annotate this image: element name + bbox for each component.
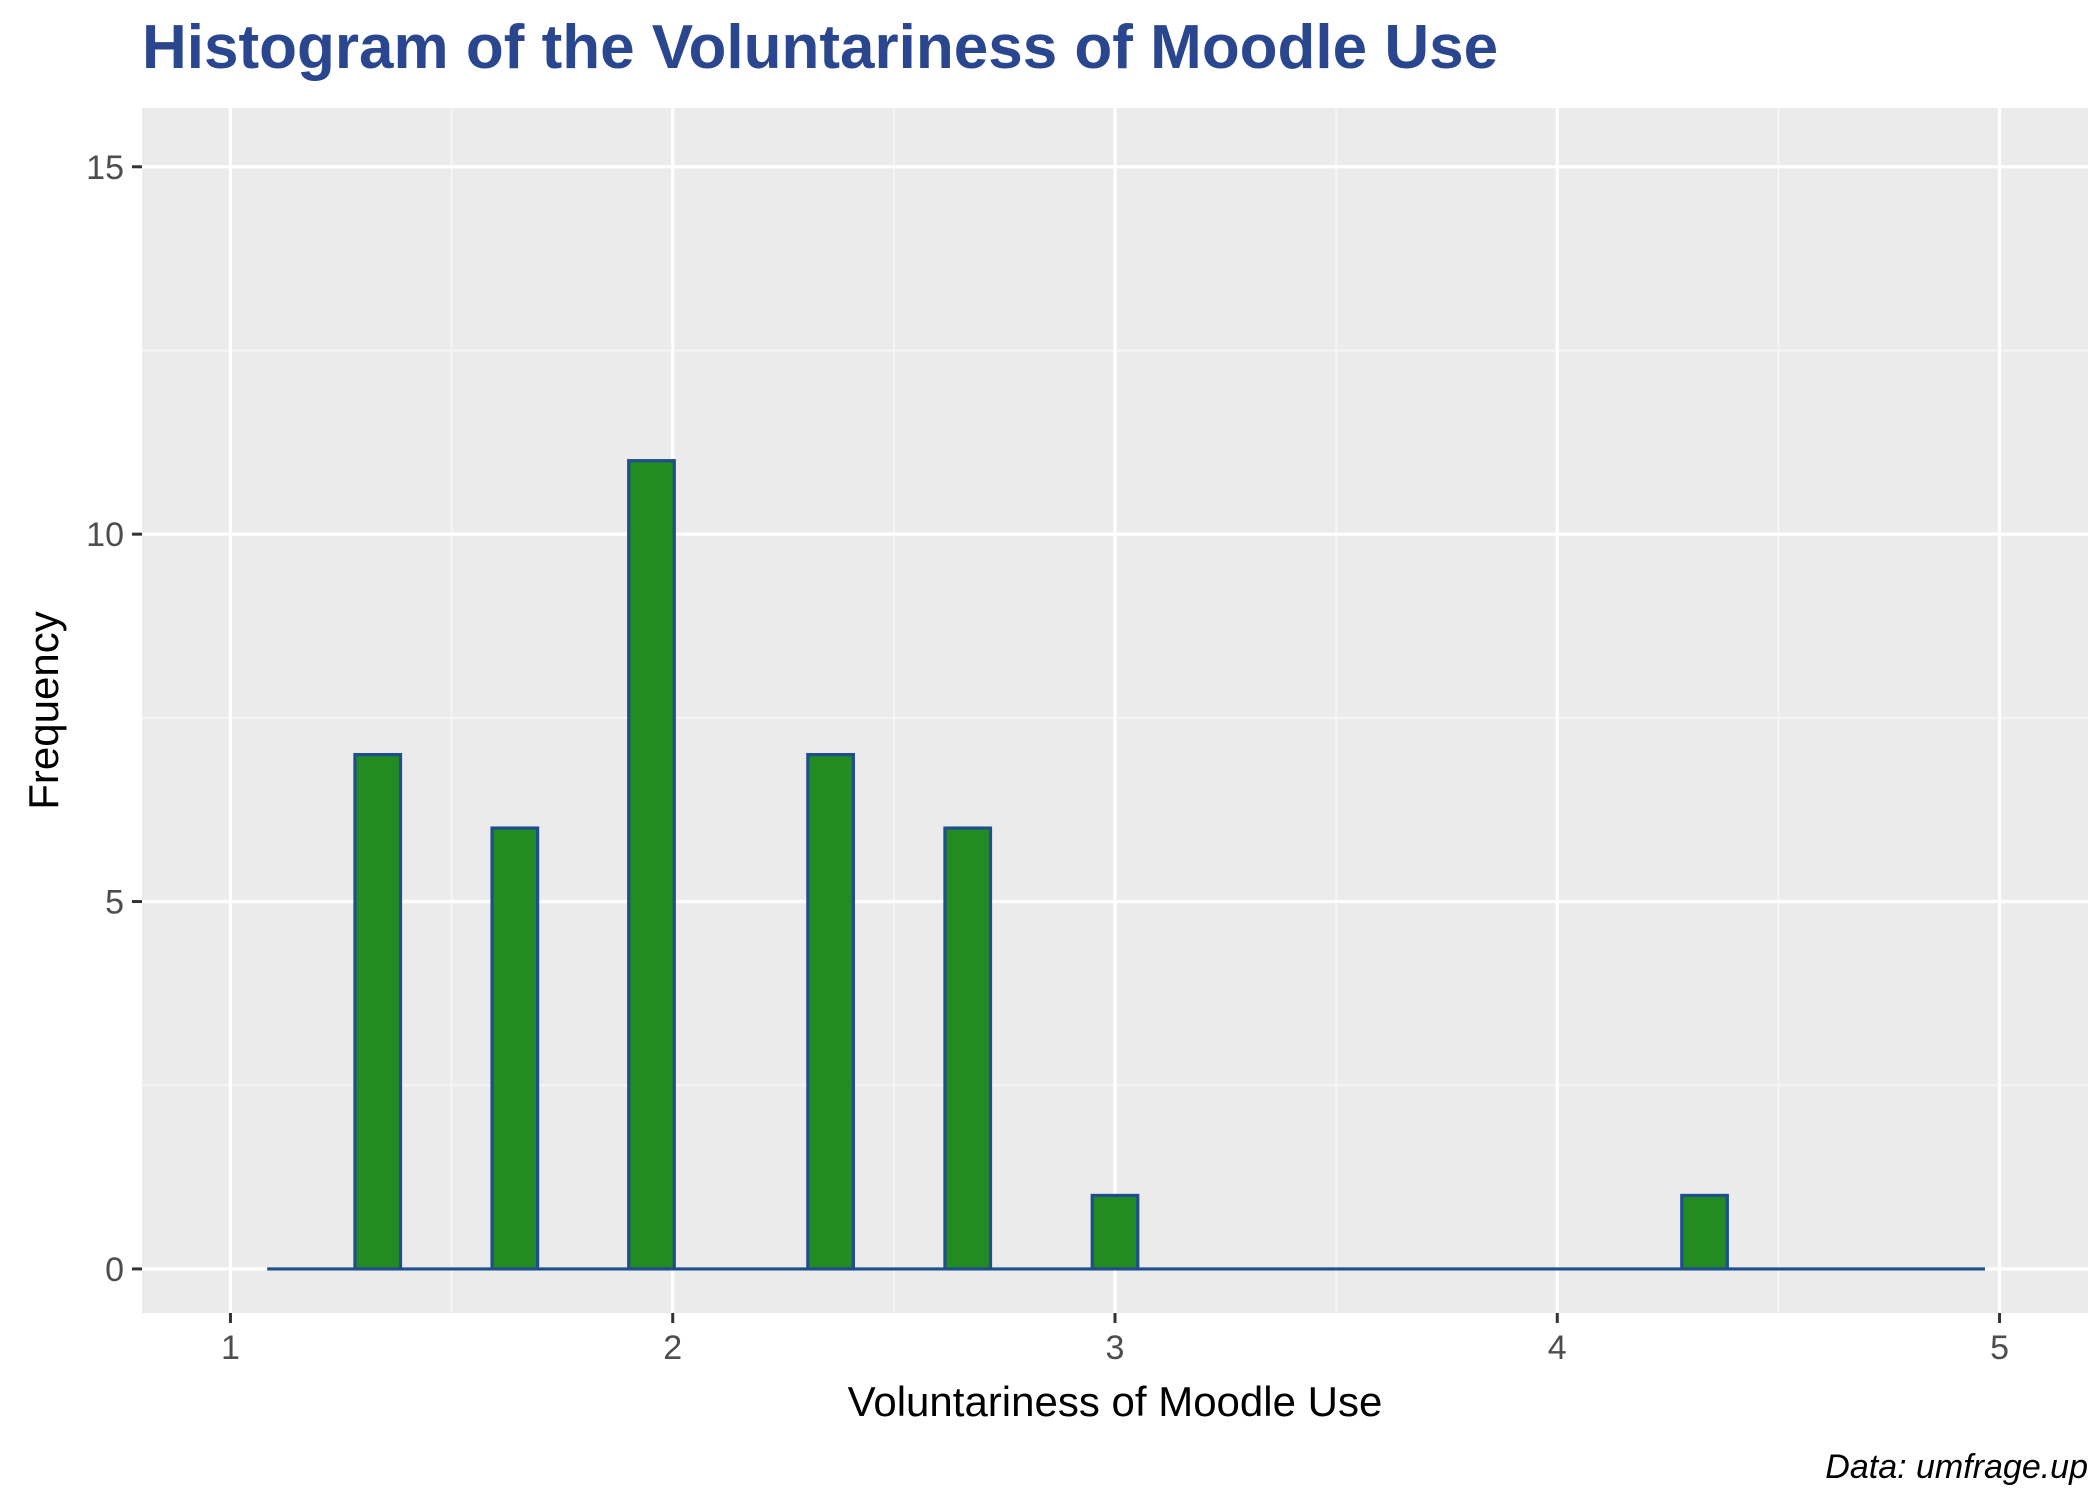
y-tick-label: 0: [105, 1251, 124, 1289]
y-tick-label: 15: [86, 149, 124, 187]
histogram-bar: [353, 752, 403, 1271]
chart-title: Histogram of the Voluntariness of Moodle…: [142, 13, 1498, 82]
histogram-bar: [1090, 1193, 1140, 1271]
axes: 1 2 3 4 5 0 5 10 15: [86, 149, 2009, 1367]
x-tick-label: 2: [663, 1329, 682, 1367]
x-tick-label: 1: [221, 1329, 240, 1367]
y-tick-label: 10: [86, 516, 124, 554]
histogram-bar: [943, 826, 993, 1271]
x-axis-title: Voluntariness of Moodle Use: [848, 1378, 1383, 1425]
y-axis-title: Frequency: [20, 611, 67, 809]
data-source-caption: Data: umfrage.up: [1825, 1448, 2088, 1486]
y-tick-label: 5: [105, 884, 124, 922]
histogram-bars: [267, 459, 1985, 1271]
histogram-bar: [627, 459, 676, 1271]
histogram-bar: [1680, 1193, 1729, 1271]
x-tick-label: 4: [1548, 1329, 1567, 1367]
x-tick-label: 5: [1990, 1329, 2009, 1367]
histogram-bar: [490, 826, 540, 1271]
histogram-bar: [806, 752, 855, 1271]
x-tick-label: 3: [1106, 1329, 1125, 1367]
